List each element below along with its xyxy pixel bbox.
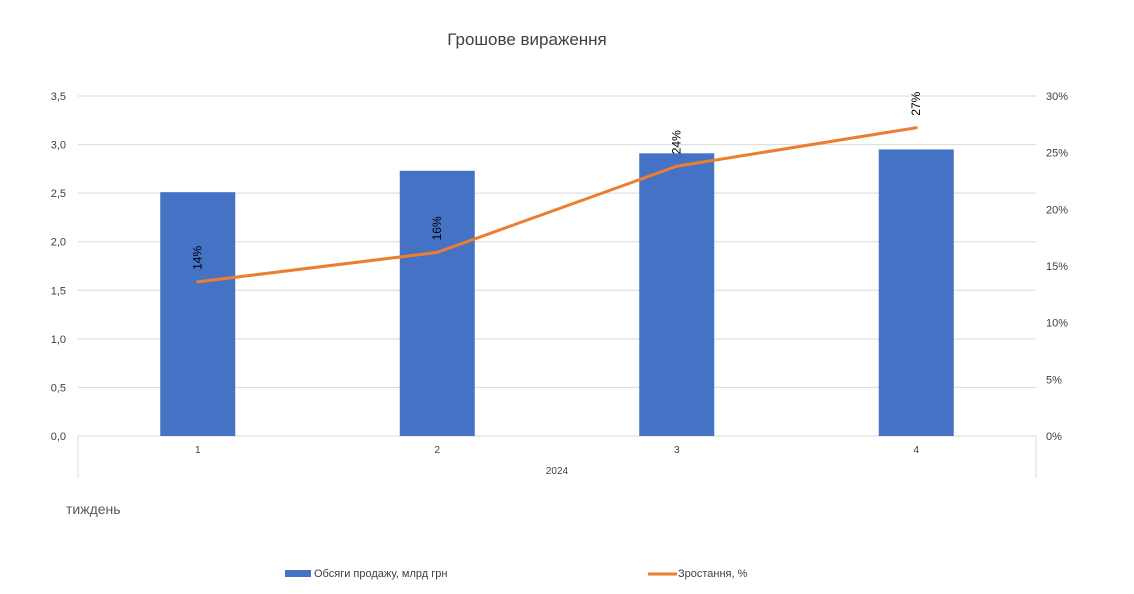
y-right-tick-label: 15% bbox=[1046, 261, 1068, 273]
y-left-tick-label: 3,5 bbox=[51, 91, 66, 103]
y-right-tick-label: 30% bbox=[1046, 91, 1068, 103]
line-data-label: 14% bbox=[191, 246, 205, 270]
y-left-tick-label: 1,0 bbox=[51, 334, 66, 346]
y-left-tick-label: 3,0 bbox=[51, 140, 66, 152]
x-tick-label: 2 bbox=[434, 445, 440, 456]
y-left-tick-label: 2,0 bbox=[51, 237, 66, 249]
y-right-tick-label: 20% bbox=[1046, 204, 1068, 216]
gridlines bbox=[78, 95, 1036, 437]
legend-label-bars: Обсяги продажу, млрд грн bbox=[314, 568, 447, 580]
x-tick-label: 3 bbox=[674, 445, 680, 456]
x-axis-title: тиждень bbox=[66, 501, 121, 517]
y-axis-right: 0% 5% 10% 15% 20% 25% 30% bbox=[1046, 91, 1068, 443]
line-series: 14% 16% 24% 27% bbox=[191, 91, 923, 284]
bar bbox=[160, 192, 236, 436]
bar bbox=[399, 170, 475, 437]
chart-title: Грошове вираження bbox=[447, 30, 607, 49]
growth-line bbox=[196, 126, 918, 284]
bar bbox=[878, 149, 954, 436]
y-right-tick-label: 5% bbox=[1046, 374, 1062, 386]
x-tick-label: 1 bbox=[195, 445, 201, 456]
y-left-tick-label: 1,5 bbox=[51, 285, 66, 297]
line-data-label: 24% bbox=[670, 130, 684, 154]
x-group-label: 2024 bbox=[546, 466, 569, 477]
legend-label-line: Зростання, % bbox=[678, 568, 748, 580]
y-right-tick-label: 0% bbox=[1046, 431, 1062, 443]
y-right-tick-label: 25% bbox=[1046, 148, 1068, 160]
line-data-label: 27% bbox=[909, 91, 923, 115]
y-left-tick-label: 0,5 bbox=[51, 382, 66, 394]
legend-swatch-bars bbox=[285, 570, 311, 577]
y-right-tick-label: 10% bbox=[1046, 318, 1068, 330]
y-left-tick-label: 2,5 bbox=[51, 188, 66, 200]
x-tick-label: 4 bbox=[913, 445, 919, 456]
bar-series bbox=[160, 149, 954, 437]
x-axis: 1 2 3 4 bbox=[77, 436, 1037, 478]
y-left-tick-label: 0,0 bbox=[51, 431, 66, 443]
y-axis-left: 0,0 0,5 1,0 1,5 2,0 2,5 3,0 3,5 bbox=[51, 91, 66, 443]
legend: Обсяги продажу, млрд грн Зростання, % bbox=[285, 568, 748, 580]
line-data-label: 16% bbox=[430, 216, 444, 240]
bar bbox=[639, 153, 715, 437]
